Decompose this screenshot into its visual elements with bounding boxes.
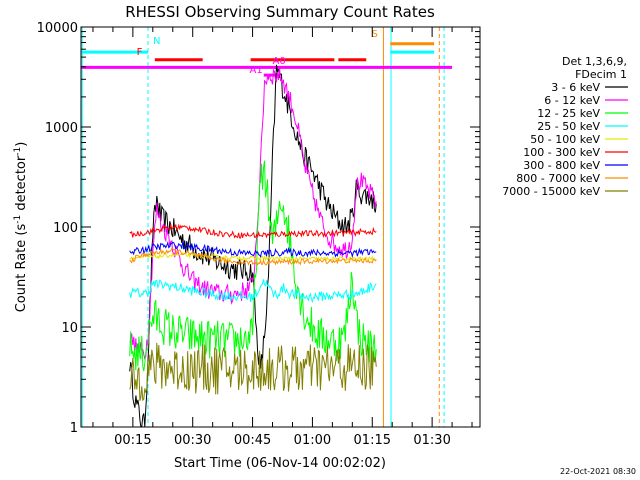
y-tick-label-4: 10000 (37, 21, 78, 36)
y-tick-label-1: 10 (61, 321, 78, 336)
series-line-5 (129, 223, 377, 239)
y-axis-label-end: ) (14, 142, 29, 147)
legend-entry-label-5: 100 - 300 keV (523, 146, 600, 159)
legend-header-0: Det 1,3,6,9, (562, 55, 627, 68)
legend-entry-label-0: 3 - 6 keV (551, 81, 600, 94)
y-axis-label-sup1: -1 (13, 215, 23, 224)
series-line-1 (129, 65, 377, 361)
x-tick-label-0: 00:15 (114, 433, 151, 448)
legend-entry-label-1: 6 - 12 keV (544, 94, 600, 107)
legend-entry-label-4: 50 - 100 keV (530, 133, 600, 146)
flag-label-s: S (371, 29, 377, 40)
flag-label-f: F (137, 47, 143, 58)
legend-entry-label-7: 800 - 7000 keV (516, 172, 600, 185)
legend-entry-label-3: 25 - 50 keV (537, 120, 600, 133)
series-line-3 (129, 279, 377, 303)
series-line-6 (129, 240, 377, 259)
x-tick-label-1: 00:30 (174, 433, 211, 448)
y-tick-label-0: 1 (70, 421, 78, 436)
series-line-4 (129, 251, 377, 263)
y-axis-label-mid: detector (14, 155, 29, 215)
series-line-2 (129, 160, 377, 372)
x-tick-label-3: 01:00 (294, 433, 331, 448)
series-line-7 (129, 247, 377, 266)
legend-entry-label-2: 12 - 25 keV (537, 107, 600, 120)
x-tick-label-4: 01:15 (354, 433, 391, 448)
flag-label-n: N (153, 36, 160, 47)
series-line-8 (129, 342, 377, 402)
y-tick-label-2: 100 (53, 221, 78, 236)
x-tick-label-2: 00:45 (234, 433, 271, 448)
axis-layer: 1 10 100 1000 10000 00:15 00:30 00:45 01:00 01:15… (37, 21, 480, 448)
series-layer (129, 64, 377, 428)
legend-header-1: FDecim 1 (575, 68, 627, 81)
y-axis-label: Count Rate (s-1 detector-1) (13, 142, 29, 313)
flag-label-a1: A1 (250, 65, 263, 76)
x-tick-label-5: 01:30 (413, 433, 450, 448)
chart-title: RHESSI Observing Summary Count Rates (125, 3, 435, 21)
y-axis-label-main: Count Rate (s (14, 224, 29, 313)
flag-layer: NF A1 A0 S (137, 29, 378, 76)
y-tick-label-3: 1000 (45, 121, 78, 136)
footer-date: 22-Oct-2021 08:30 (560, 467, 636, 476)
x-axis-label: Start Time (06-Nov-14 00:02:02) (174, 456, 386, 471)
y-axis-label-sup2: -1 (13, 147, 23, 156)
legend-entry-label-8: 7000 - 15000 keV (502, 185, 600, 198)
legend-entry-label-6: 300 - 800 keV (523, 159, 600, 172)
flag-label-a0: A0 (273, 56, 286, 67)
